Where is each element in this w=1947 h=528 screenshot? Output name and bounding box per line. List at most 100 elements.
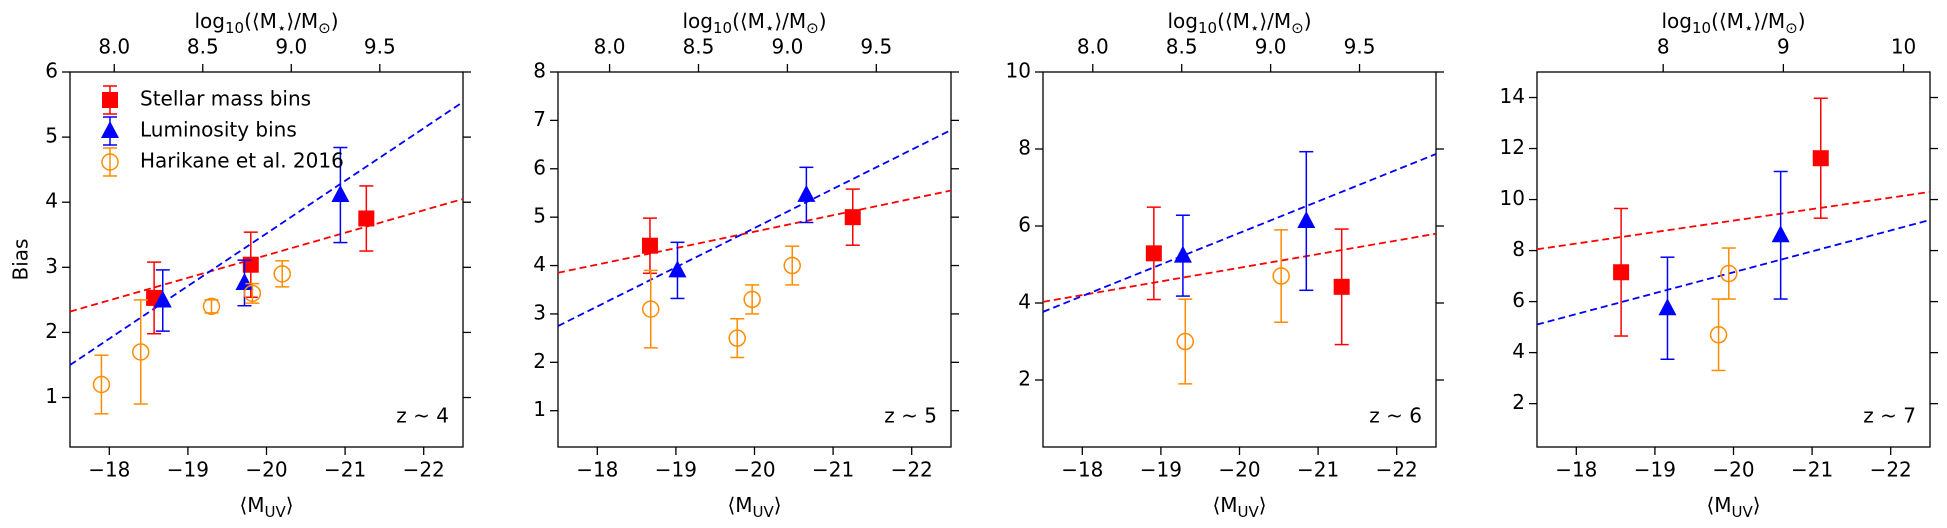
error-bar — [275, 260, 290, 288]
x2-axis-label-part: 10 — [225, 19, 244, 37]
marker — [1658, 298, 1677, 316]
fit-line — [557, 129, 952, 327]
x2-axis-label-part: ⋆ — [765, 19, 774, 37]
y-tick-label: 8 — [1018, 136, 1031, 160]
marker — [1145, 245, 1162, 262]
x-axis-label-part: UV — [265, 503, 287, 521]
x-axis-label-part: ⟩ — [1259, 493, 1267, 517]
x2-tick-label: 8.0 — [594, 35, 626, 59]
x-axis-label-part: ⟨M — [1706, 493, 1731, 517]
x-tick-label: −21 — [812, 458, 854, 482]
x2-axis-label-part: ⋆ — [1250, 19, 1259, 37]
error-bar — [1721, 247, 1736, 300]
x2-axis-label-part: log — [1167, 9, 1198, 33]
x2-axis-label: log10(⟨M⋆⟩/M⊙) — [194, 9, 338, 37]
y-tick-label: 7 — [533, 107, 546, 131]
x2-axis-label-part: ) — [331, 9, 339, 33]
y-tick-label: 2 — [1512, 390, 1525, 414]
x-tick-label: −21 — [1297, 458, 1339, 482]
y-tick-label: 3 — [45, 254, 58, 278]
x2-axis-label-part: ⟩/M — [1753, 9, 1785, 33]
x2-axis-label-part: ⊙ — [806, 19, 819, 37]
y-axis-label: Bias — [9, 239, 33, 281]
x2-axis-label-part: ⟩/M — [774, 9, 806, 33]
x-tick-label: −19 — [655, 458, 697, 482]
x2-tick-label: 8.5 — [683, 35, 715, 59]
error-bar — [204, 299, 219, 314]
y-tick-label: 6 — [45, 59, 58, 83]
fit-line — [1536, 219, 1931, 326]
x2-tick-label: 9.5 — [1344, 35, 1376, 59]
error-bar — [94, 354, 109, 415]
x2-tick-label: 9.5 — [364, 35, 396, 59]
x-tick-label: −18 — [1061, 458, 1103, 482]
marker — [358, 210, 375, 227]
legend-marker — [101, 153, 119, 171]
x-axis-label-part: ⟨M — [239, 493, 264, 517]
x2-axis-label-part: ) — [1304, 9, 1312, 33]
marker — [641, 300, 660, 318]
y-tick-label: 8 — [1512, 237, 1525, 261]
marker — [1176, 332, 1195, 351]
marker — [1272, 267, 1290, 285]
x-tick-label: −19 — [167, 458, 209, 482]
x-tick-label: −21 — [324, 458, 366, 482]
y-tick-label: 5 — [533, 204, 546, 228]
annotation: z ~ 6 — [1369, 404, 1422, 428]
x2-axis-label-part: log — [1661, 9, 1692, 33]
x-tick-label: −21 — [1791, 458, 1833, 482]
x2-tick-label: 8.0 — [1077, 35, 1109, 59]
x-axis-label: ⟨MUV⟩ — [727, 493, 781, 521]
x2-axis-label-part: ⋆ — [277, 19, 286, 37]
x2-tick-label: 9.0 — [771, 35, 803, 59]
x-tick-label: −20 — [1218, 458, 1260, 482]
fit-line — [69, 101, 464, 366]
x2-axis-label-part: 10 — [713, 19, 732, 37]
x2-tick-label: 9.0 — [275, 35, 307, 59]
x2-tick-label: 8.0 — [98, 35, 130, 59]
plot-frame — [1042, 71, 1437, 448]
x2-axis-label-part: ) — [1798, 9, 1806, 33]
marker — [273, 265, 291, 283]
error-bar — [785, 245, 800, 286]
error-bar — [245, 282, 260, 304]
marker — [1709, 326, 1728, 344]
x2-axis-label-part: ⊙ — [1291, 19, 1304, 37]
x-tick-label: −18 — [1555, 458, 1597, 482]
y-tick-label: 8 — [533, 59, 546, 83]
marker — [243, 284, 262, 303]
fit-line — [557, 189, 952, 274]
x2-axis-label-part: (⟨M — [244, 9, 277, 33]
x-tick-label: −20 — [245, 458, 287, 482]
x2-axis-label-part: ⊙ — [318, 19, 331, 37]
marker — [1173, 245, 1192, 263]
x2-axis-label-part: 10 — [1692, 19, 1711, 37]
x-axis-label: ⟨MUV⟩ — [1706, 493, 1760, 521]
x-axis-label: ⟨MUV⟩ — [239, 493, 293, 521]
marker — [1812, 150, 1829, 167]
x2-axis-label-part: ⊙ — [1785, 19, 1798, 37]
error-bar — [745, 284, 760, 315]
x2-axis-label-part: (⟨M — [732, 9, 765, 33]
y-tick-label: 14 — [1500, 84, 1525, 108]
legend-label: Stellar mass bins — [140, 87, 311, 111]
y-tick-label: 6 — [533, 155, 546, 179]
x2-axis-label-part: (⟨M — [1711, 9, 1744, 33]
legend-marker — [101, 121, 119, 138]
y-tick-label: 10 — [1500, 186, 1525, 210]
marker — [1297, 210, 1316, 228]
x2-tick-label: 8.5 — [1166, 35, 1198, 59]
y-tick-label: 2 — [533, 349, 546, 373]
x-tick-label: −19 — [1634, 458, 1676, 482]
y-tick-label: 1 — [533, 397, 546, 421]
error-bar — [1711, 298, 1726, 372]
x2-axis-label-part: (⟨M — [1217, 9, 1250, 33]
marker — [1720, 264, 1738, 283]
x2-tick-label: 9.5 — [860, 35, 892, 59]
fit-line — [69, 198, 464, 313]
x-tick-label: −20 — [733, 458, 775, 482]
fit-line — [1042, 232, 1437, 303]
marker — [783, 256, 801, 275]
x-tick-label: −20 — [1712, 458, 1754, 482]
y-tick-label: 5 — [45, 124, 58, 148]
